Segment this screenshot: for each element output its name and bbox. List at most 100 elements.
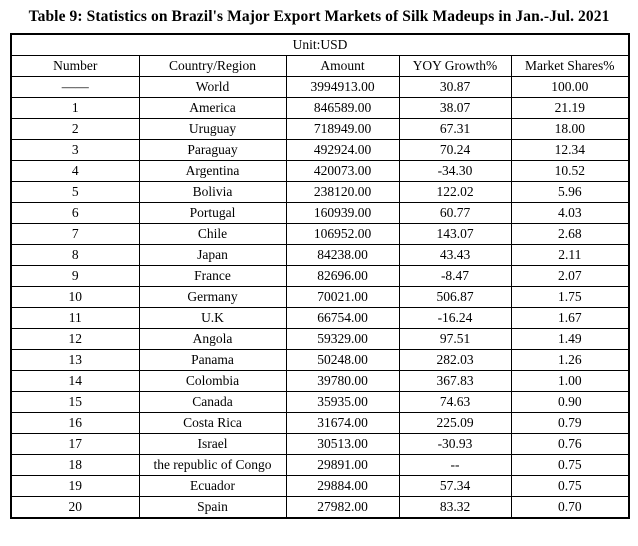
- table-cell-amount: 66754.00: [285, 307, 400, 329]
- table-cell-yoy-growth: 38.07: [398, 97, 512, 119]
- table-cell-amount: 31674.00: [285, 412, 400, 434]
- table-cell-amount: 35935.00: [285, 391, 400, 413]
- table-cell-market-shares: 100.00: [510, 76, 630, 98]
- table-cell-market-shares: 0.76: [510, 433, 630, 455]
- table-cell-market-shares: 1.75: [510, 286, 630, 308]
- table-cell-yoy-growth: 122.02: [398, 181, 512, 203]
- table-row: 2 Uruguay 718949.00 67.31 18.00: [10, 118, 630, 140]
- table-cell-yoy-growth: 282.03: [398, 349, 512, 371]
- table-row: 13 Panama 50248.00 282.03 1.26: [10, 349, 630, 371]
- table-cell-market-shares: 0.79: [510, 412, 630, 434]
- table-row: 20 Spain 27982.00 83.32 0.70: [10, 496, 630, 519]
- table-row: 14 Colombia 39780.00 367.83 1.00: [10, 370, 630, 392]
- table-row: —— World 3994913.00 30.87 100.00: [10, 76, 630, 98]
- table-cell-number: 14: [10, 370, 140, 392]
- table-cell-market-shares: 0.70: [510, 496, 630, 519]
- statistics-table: Unit:USD Number Country/Region Amount YOY G…: [10, 33, 631, 519]
- table-cell-number: 4: [10, 160, 140, 182]
- table-cell-yoy-growth: 43.43: [398, 244, 512, 266]
- table-cell-amount: 238120.00: [285, 181, 400, 203]
- table-row: 6 Portugal 160939.00 60.77 4.03: [10, 202, 630, 224]
- table-cell-market-shares: 0.75: [510, 454, 630, 476]
- table-cell-country-region: Israel: [138, 433, 287, 455]
- column-header-amount: Amount: [285, 55, 400, 77]
- table-cell-yoy-growth: 97.51: [398, 328, 512, 350]
- table-cell-yoy-growth: 83.32: [398, 496, 512, 519]
- table-cell-number: 7: [10, 223, 140, 245]
- table-row: 1 America 846589.00 38.07 21.19: [10, 97, 630, 119]
- table-row: 16 Costa Rica 31674.00 225.09 0.79: [10, 412, 630, 434]
- unit-label: Unit:USD: [10, 33, 630, 56]
- table-cell-country-region: Bolivia: [138, 181, 287, 203]
- table-cell-amount: 420073.00: [285, 160, 400, 182]
- column-header-yoy-growth: YOY Growth%: [398, 55, 512, 77]
- table-cell-market-shares: 0.75: [510, 475, 630, 497]
- table-cell-amount: 59329.00: [285, 328, 400, 350]
- table-row: 10 Germany 70021.00 506.87 1.75: [10, 286, 630, 308]
- table-cell-yoy-growth: -16.24: [398, 307, 512, 329]
- table-cell-market-shares: 21.19: [510, 97, 630, 119]
- table-cell-country-region: France: [138, 265, 287, 287]
- table-cell-yoy-growth: --: [398, 454, 512, 476]
- table-row: 15 Canada 35935.00 74.63 0.90: [10, 391, 630, 413]
- table-cell-number: 8: [10, 244, 140, 266]
- table-cell-yoy-growth: 367.83: [398, 370, 512, 392]
- table-cell-country-region: Panama: [138, 349, 287, 371]
- table-cell-yoy-growth: 143.07: [398, 223, 512, 245]
- table-cell-yoy-growth: 67.31: [398, 118, 512, 140]
- table-cell-country-region: Argentina: [138, 160, 287, 182]
- table-title: Table 9: Statistics on Brazil's Major Ex…: [28, 8, 610, 25]
- table-row: 18 the republic of Congo 29891.00 -- 0.75: [10, 454, 630, 476]
- table-cell-country-region: Uruguay: [138, 118, 287, 140]
- table-cell-country-region: America: [138, 97, 287, 119]
- header-row: Number Country/Region Amount YOY Growth% Mar…: [10, 55, 630, 77]
- table-cell-number: 13: [10, 349, 140, 371]
- table-cell-market-shares: 2.07: [510, 265, 630, 287]
- table-cell-amount: 846589.00: [285, 97, 400, 119]
- table-cell-yoy-growth: -34.30: [398, 160, 512, 182]
- table-cell-country-region: Ecuador: [138, 475, 287, 497]
- table-cell-number: 3: [10, 139, 140, 161]
- table-cell-amount: 30513.00: [285, 433, 400, 455]
- table-cell-country-region: Costa Rica: [138, 412, 287, 434]
- table-cell-market-shares: 12.34: [510, 139, 630, 161]
- table-cell-market-shares: 2.11: [510, 244, 630, 266]
- table-cell-market-shares: 1.26: [510, 349, 630, 371]
- table-cell-country-region: Portugal: [138, 202, 287, 224]
- table-cell-market-shares: 1.67: [510, 307, 630, 329]
- table-cell-yoy-growth: 70.24: [398, 139, 512, 161]
- table-cell-country-region: Colombia: [138, 370, 287, 392]
- table-cell-amount: 29891.00: [285, 454, 400, 476]
- table-cell-country-region: Canada: [138, 391, 287, 413]
- table-cell-amount: 39780.00: [285, 370, 400, 392]
- table-row: 12 Angola 59329.00 97.51 1.49: [10, 328, 630, 350]
- table-cell-number: 5: [10, 181, 140, 203]
- table-cell-amount: 70021.00: [285, 286, 400, 308]
- table-cell-amount: 492924.00: [285, 139, 400, 161]
- table-cell-number: 2: [10, 118, 140, 140]
- table-cell-market-shares: 2.68: [510, 223, 630, 245]
- table-cell-amount: 3994913.00: [285, 76, 400, 98]
- table-row: 3 Paraguay 492924.00 70.24 12.34: [10, 139, 630, 161]
- column-header-country-region: Country/Region: [138, 55, 287, 77]
- table-cell-market-shares: 4.03: [510, 202, 630, 224]
- table-row: 19 Ecuador 29884.00 57.34 0.75: [10, 475, 630, 497]
- table-cell-amount: 84238.00: [285, 244, 400, 266]
- table-cell-number: 16: [10, 412, 140, 434]
- table-cell-number: 9: [10, 265, 140, 287]
- table-cell-number: 1: [10, 97, 140, 119]
- table-cell-amount: 27982.00: [285, 496, 400, 519]
- table-cell-yoy-growth: 60.77: [398, 202, 512, 224]
- column-header-number: Number: [10, 55, 140, 77]
- table-cell-yoy-growth: 30.87: [398, 76, 512, 98]
- table-cell-yoy-growth: 74.63: [398, 391, 512, 413]
- table-cell-yoy-growth: 506.87: [398, 286, 512, 308]
- table-cell-number: 19: [10, 475, 140, 497]
- table-cell-amount: 106952.00: [285, 223, 400, 245]
- table-cell-country-region: Paraguay: [138, 139, 287, 161]
- table-cell-amount: 50248.00: [285, 349, 400, 371]
- table-row: 8 Japan 84238.00 43.43 2.11: [10, 244, 630, 266]
- table-cell-number: 12: [10, 328, 140, 350]
- table-cell-market-shares: 0.90: [510, 391, 630, 413]
- table-cell-country-region: Germany: [138, 286, 287, 308]
